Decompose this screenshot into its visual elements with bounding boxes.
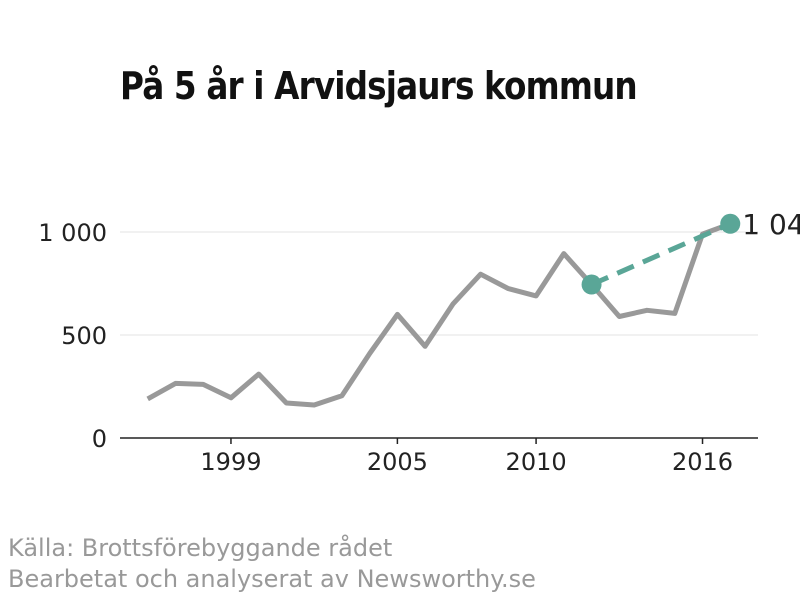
y-axis-ticks: 0 500 1 000 xyxy=(38,219,107,453)
x-tick-label: 2016 xyxy=(672,448,733,476)
x-tick-label: 2005 xyxy=(367,448,428,476)
source-note: Källa: Brottsförebyggande rådet Bearbeta… xyxy=(8,533,536,595)
data-points: 1 040 xyxy=(581,208,800,295)
highlight-point xyxy=(581,274,602,295)
y-tick-label: 500 xyxy=(61,322,107,350)
x-axis: 1999 2005 2010 2016 xyxy=(120,437,758,476)
chart-title: På 5 år i Arvidsjaurs kommun xyxy=(120,64,638,108)
value-label: 1 040 xyxy=(742,208,800,241)
x-tick-label: 2010 xyxy=(506,448,567,476)
y-tick-label: 0 xyxy=(92,425,107,453)
trend-line xyxy=(590,221,732,287)
credit-line: Bearbetat och analyserat av Newsworthy.s… xyxy=(8,565,536,593)
gridlines xyxy=(120,231,758,336)
series-lines xyxy=(146,221,732,408)
source-line: Källa: Brottsförebyggande rådet xyxy=(8,534,393,562)
y-tick-label: 1 000 xyxy=(38,219,107,247)
x-tick-label: 1999 xyxy=(200,448,261,476)
series-line xyxy=(146,221,732,408)
highlight-point xyxy=(720,213,741,234)
